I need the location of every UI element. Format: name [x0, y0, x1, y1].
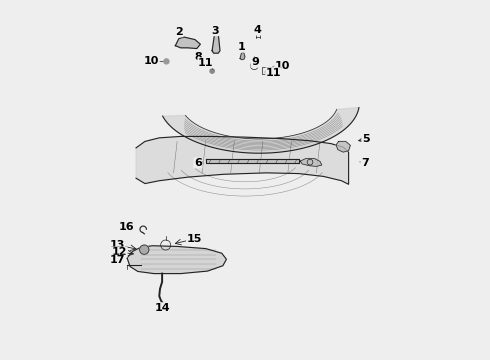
Circle shape — [210, 69, 214, 73]
Text: 11: 11 — [198, 58, 214, 68]
Text: 12: 12 — [112, 247, 127, 257]
Text: 4: 4 — [253, 25, 262, 35]
Text: 11: 11 — [266, 68, 281, 78]
Text: 14: 14 — [154, 303, 170, 313]
Text: 3: 3 — [211, 26, 219, 36]
Text: 1: 1 — [238, 42, 245, 52]
Circle shape — [140, 245, 149, 254]
Circle shape — [159, 303, 165, 309]
Text: 6: 6 — [194, 158, 202, 168]
Text: 7: 7 — [361, 158, 368, 168]
Polygon shape — [163, 108, 359, 153]
Text: 2: 2 — [175, 27, 183, 37]
Text: 17: 17 — [109, 255, 125, 265]
Polygon shape — [300, 158, 322, 166]
Polygon shape — [212, 33, 220, 53]
Text: 10: 10 — [144, 57, 159, 66]
Text: 15: 15 — [187, 234, 202, 244]
Polygon shape — [175, 37, 200, 49]
Bar — [262, 67, 273, 74]
Text: 16: 16 — [119, 222, 134, 232]
Polygon shape — [240, 52, 245, 60]
Circle shape — [266, 70, 269, 74]
Circle shape — [272, 66, 276, 71]
Text: 8: 8 — [194, 52, 202, 62]
Text: 13: 13 — [109, 240, 125, 250]
Polygon shape — [336, 141, 350, 152]
Circle shape — [164, 59, 169, 64]
Polygon shape — [206, 159, 298, 163]
Text: 10: 10 — [275, 62, 290, 71]
Polygon shape — [136, 136, 348, 184]
Text: 9: 9 — [251, 57, 259, 67]
Polygon shape — [127, 246, 226, 274]
Text: 5: 5 — [362, 134, 369, 144]
